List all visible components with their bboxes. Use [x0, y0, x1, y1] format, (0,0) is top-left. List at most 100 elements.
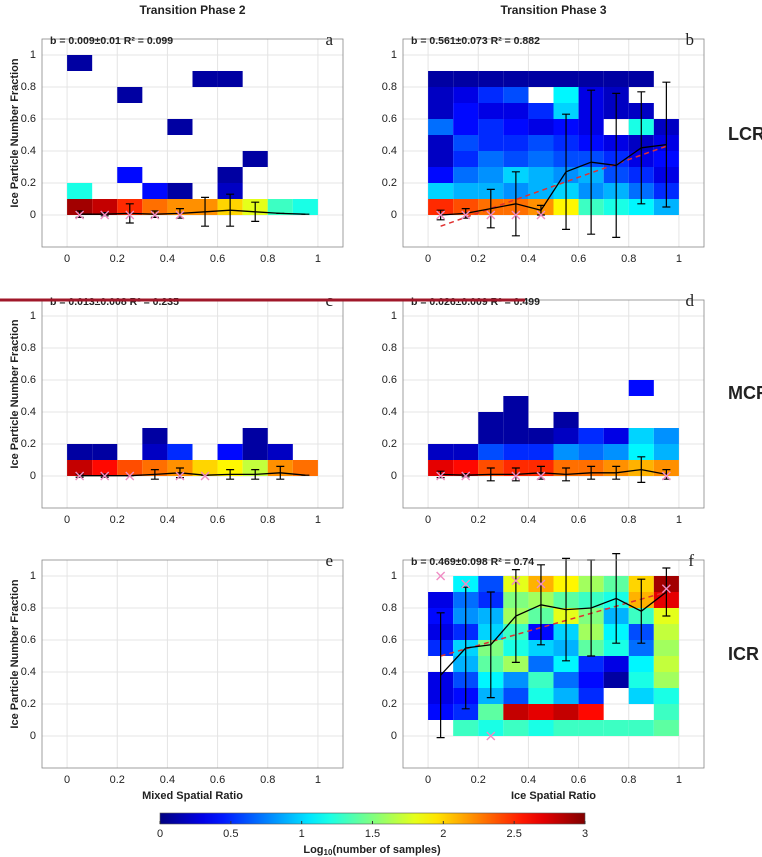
heatmap-cell [428, 103, 454, 119]
x-axis-label: Mixed Spatial Ratio [142, 790, 243, 802]
y-tick-label: 0.2 [382, 698, 397, 710]
heatmap-cell [553, 103, 579, 119]
heatmap-cell [453, 151, 479, 167]
y-tick-label: 0 [30, 209, 36, 221]
panel-letter: d [686, 291, 695, 310]
y-tick-label: 0 [391, 730, 397, 742]
heatmap-cell [553, 87, 579, 103]
heatmap-cell [453, 183, 479, 199]
heatmap-cell [553, 71, 579, 87]
heatmap-cell [628, 444, 654, 460]
heatmap-cell [628, 656, 654, 672]
median-marker [436, 210, 446, 220]
heatmap-cell [578, 656, 604, 672]
heatmap-cell [67, 183, 93, 199]
heatmap-cell [478, 704, 504, 720]
x-tick-label: 0.4 [160, 253, 175, 265]
heatmap-cell [117, 167, 143, 183]
heatmap-cell [167, 119, 193, 135]
heatmap-cell [603, 656, 629, 672]
x-tick-label: 0.6 [571, 514, 586, 526]
heatmap-cell [653, 460, 679, 476]
x-tick-label: 0.8 [621, 774, 636, 786]
heatmap-cell [67, 444, 93, 460]
heatmap-cell [117, 87, 143, 103]
x-tick-label: 0.2 [110, 774, 125, 786]
x-axis-label: Ice Spatial Ratio [511, 790, 596, 802]
y-tick-label: 0.6 [21, 374, 36, 386]
median-marker [100, 210, 110, 220]
panel-letter: e [325, 551, 333, 570]
heatmap-cell [453, 103, 479, 119]
panel: 0 0.2 0.4 0.6 0.8 1 0 0.2 0.4 0.6 0.8 1 Transition P… [9, 3, 344, 265]
heatmap-cell [267, 199, 293, 215]
heatmap-cell [503, 135, 529, 151]
fit-annotation: b = 0.026±0.009 R² = 0.499 [411, 296, 540, 308]
panel-title: Transition Phase 2 [139, 3, 245, 17]
heatmap-cell [428, 444, 454, 460]
x-tick-label: 0.6 [210, 514, 225, 526]
heatmap-cell [242, 428, 268, 444]
heatmap-cell [653, 428, 679, 444]
y-tick-label: 0.8 [21, 602, 36, 614]
heatmap-cell [453, 720, 479, 736]
heatmap-cell [578, 688, 604, 704]
heatmap-cell [503, 444, 529, 460]
heatmap-cell [453, 460, 479, 476]
heatmap-cell [528, 71, 554, 87]
x-tick-label: 0.8 [260, 514, 275, 526]
x-tick-label: 0.2 [471, 514, 486, 526]
y-tick-label: 0.8 [382, 81, 397, 93]
heatmap-cell [553, 688, 579, 704]
heatmap-cell [628, 640, 654, 656]
colorbar-tick-label: 3 [582, 828, 588, 840]
heatmap-cell [92, 199, 118, 215]
x-tick-label: 1 [676, 514, 682, 526]
panel-title: Transition Phase 3 [500, 3, 606, 17]
heatmap-cell [553, 412, 579, 428]
heatmap-cell [428, 71, 454, 87]
median-marker [175, 471, 185, 481]
heatmap-cell [503, 720, 529, 736]
heatmap-cell [428, 87, 454, 103]
heatmap-cell [453, 704, 479, 720]
heatmap-cell [528, 704, 554, 720]
median-marker [486, 731, 496, 741]
heatmap-cell [478, 151, 504, 167]
heatmap-cell [192, 460, 218, 476]
heatmap-cell [578, 444, 604, 460]
median-marker [461, 471, 471, 481]
mean-line [79, 472, 306, 477]
x-tick-label: 0 [425, 253, 431, 265]
y-tick-label: 1 [30, 570, 36, 582]
heatmap-cell [192, 71, 218, 87]
median-marker [536, 579, 546, 589]
heatmap-cell [167, 444, 193, 460]
heatmap-cell [428, 167, 454, 183]
median-marker [461, 210, 471, 220]
y-tick-label: 0.6 [382, 374, 397, 386]
heatmap-cell [142, 444, 168, 460]
heatmap-cell [292, 199, 318, 215]
heatmap-cell [428, 199, 454, 215]
x-tick-label: 0.6 [210, 774, 225, 786]
heatmap-cell [503, 428, 529, 444]
heatmap-cell [628, 672, 654, 688]
fit-annotation: b = 0.561±0.073 R² = 0.882 [411, 35, 540, 47]
heatmap-cell [503, 103, 529, 119]
fit-line [440, 591, 667, 657]
y-tick-label: 0.4 [21, 666, 36, 678]
heatmap-cell [142, 183, 168, 199]
heatmap-cell [67, 460, 93, 476]
mean-line [440, 468, 667, 476]
plot-frame [41, 559, 344, 769]
heatmap-cell [453, 87, 479, 103]
colorbar-label: Log10(number of samples) [303, 844, 441, 857]
median-marker [436, 571, 446, 581]
median-marker [75, 210, 85, 220]
colorbar-tick-label: 0.5 [223, 828, 238, 840]
heatmap-cell [653, 704, 679, 720]
heatmap-cell [578, 704, 604, 720]
heatmap-cell [453, 71, 479, 87]
heatmap-cell [578, 672, 604, 688]
